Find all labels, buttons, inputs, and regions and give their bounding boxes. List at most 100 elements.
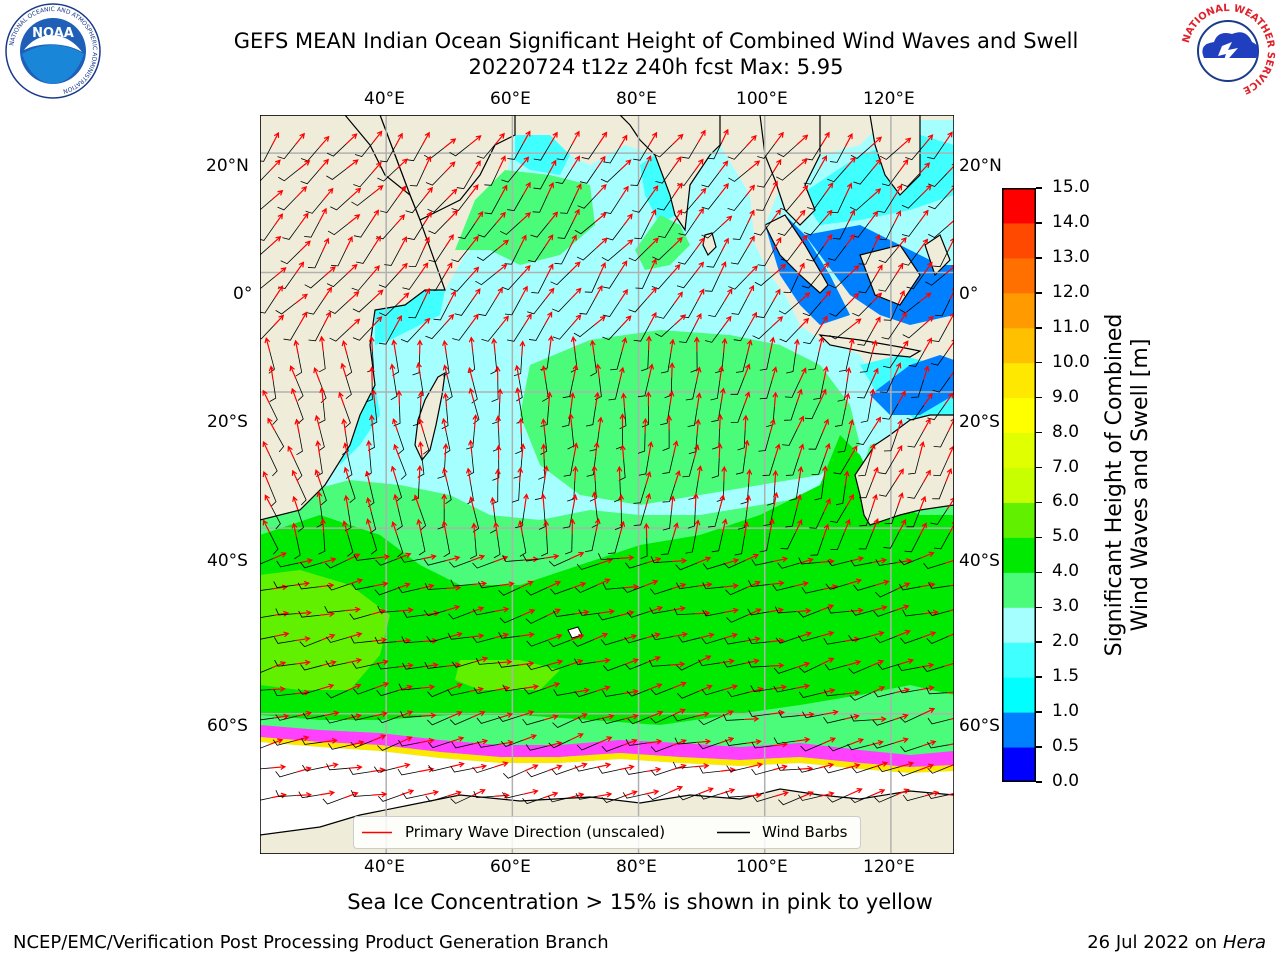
wave-direction-arrow [894,604,910,612]
wave-direction-arrow [570,314,582,327]
wave-direction-arrow [843,518,851,534]
wave-direction-arrow [674,469,681,485]
wind-barb [725,587,748,596]
wind-barb [782,429,798,446]
wind-barb [725,739,747,746]
wind-barb [784,380,800,398]
wave-direction-arrow [920,582,936,588]
wind-barb [428,274,445,291]
wind-barb [602,326,622,341]
wind-barb [706,142,723,160]
colorbar-tick-label: 14.0 [1052,211,1090,232]
wind-barb [801,587,824,594]
wave-direction-arrow [448,631,463,638]
wind-barb [838,352,851,372]
wind-barb [911,379,925,398]
wind-barb [269,454,278,477]
wave-direction-arrow [899,658,915,665]
colorbar-segment-9 [1002,432,1036,469]
wind-barb [352,299,373,313]
wave-direction-arrow [544,234,554,248]
wind-barb [507,143,524,160]
wind-barb [754,273,775,287]
wind-barb [354,142,374,158]
wind-barb [447,689,470,696]
wind-barb [349,481,356,504]
wind-barb [269,380,277,402]
lon-tick-top-120e: 120°E [863,89,915,109]
wind-barb [858,247,874,265]
wind-barb [848,634,871,642]
wind-barb [585,406,596,427]
wave-direction-arrow [894,737,909,744]
wave-direction-arrow [644,155,652,170]
wind-barb [550,271,571,286]
wave-direction-arrow [547,211,559,224]
wave-direction-arrow [315,440,322,456]
wind-barb [552,719,575,728]
wind-barb [377,605,399,613]
wave-direction-arrow [673,291,683,305]
wave-direction-arrow [897,492,904,507]
wind-barb [484,197,501,215]
wave-direction-arrow [270,764,287,771]
wave-direction-arrow [319,683,335,690]
wave-direction-arrow [396,389,403,406]
wind-barb [710,380,721,401]
wave-direction-arrow [798,317,810,330]
wind-barb [737,429,746,451]
wave-direction-arrow [893,362,902,377]
wave-direction-arrow [443,138,457,149]
wave-direction-arrow [844,132,853,147]
wind-barb [318,429,325,452]
wind-barb [679,326,695,343]
wave-direction-arrow [672,631,689,638]
wave-direction-arrow [287,445,295,460]
wind-barb [837,381,848,402]
lat-tick-right-60s: 60°S [959,716,1000,736]
wind-barb [833,458,850,475]
wave-direction-arrow [845,493,854,508]
wind-barb [503,770,525,779]
wave-direction-arrow [572,364,579,380]
wave-direction-arrow [821,131,830,145]
wind-barb [260,558,274,565]
wave-direction-arrow [271,661,287,669]
wind-barb [748,580,770,587]
wave-direction-arrow [596,155,606,169]
wind-barb [634,222,650,240]
wave-direction-arrow [646,766,662,773]
wind-barb [550,587,573,595]
wind-barb [906,273,925,290]
wave-direction-arrow [271,131,280,146]
wave-direction-arrow [366,439,372,456]
wind-barb [345,377,352,400]
wind-barb [850,146,871,159]
wave-direction-arrow [895,468,904,482]
wave-direction-arrow [445,662,462,668]
wind-barb [306,299,324,315]
wave-direction-arrow [746,339,753,355]
wind-barb [711,402,722,423]
wave-direction-arrow [369,265,380,278]
legend-wind-barbs-label: Wind Barbs [762,823,848,841]
wave-direction-arrow [819,791,835,797]
wave-direction-arrow [923,134,934,147]
wave-direction-arrow [419,317,431,330]
wind-barb [676,661,698,671]
wave-direction-arrow [847,209,856,224]
wind-barb [428,220,448,235]
wave-direction-arrow [748,160,761,171]
wind-barb [327,223,349,236]
wind-barbs-legend-line [717,831,750,834]
wind-barb [352,662,375,669]
wave-direction-arrow [343,466,351,482]
wave-direction-arrow [519,340,526,356]
wind-barb [904,535,921,553]
wind-barb [785,457,799,476]
wind-barb [828,744,850,752]
wave-direction-arrow [643,579,659,587]
wave-direction-arrow [871,367,879,382]
wave-direction-arrow [620,392,627,408]
wave-direction-arrow [646,656,661,664]
